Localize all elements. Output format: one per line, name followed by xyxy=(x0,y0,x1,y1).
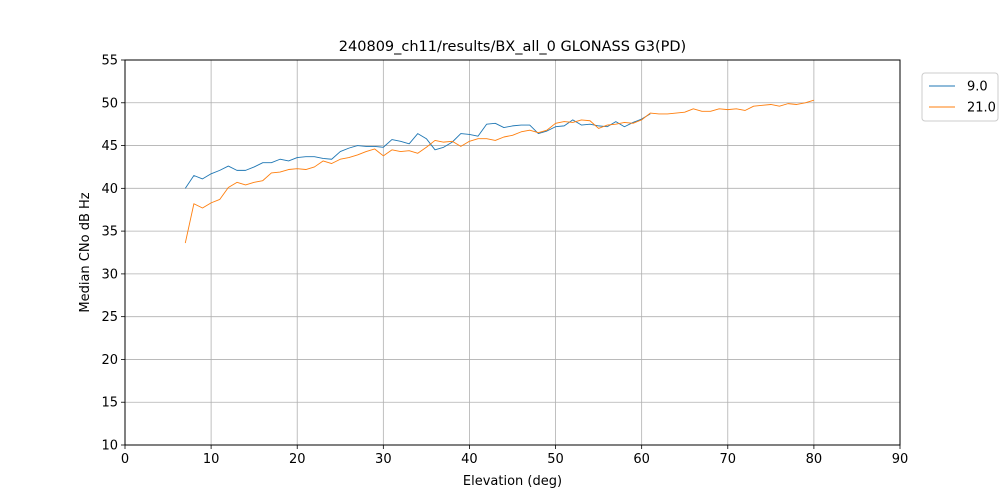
x-tick-label: 60 xyxy=(633,452,650,467)
y-tick-label: 10 xyxy=(101,439,118,454)
series-line-1 xyxy=(184,113,651,189)
x-axis-label: Elevation (deg) xyxy=(463,474,562,489)
series-lines xyxy=(184,99,815,244)
y-tick-label: 50 xyxy=(101,96,118,111)
y-tick-label: 20 xyxy=(101,353,118,368)
legend: 9.0 21.0 xyxy=(921,72,999,122)
chart-title: 240809_ch11/results/BX_all_0 GLONASS G3(… xyxy=(339,39,686,55)
legend-label-1: 9.0 xyxy=(967,80,988,95)
plot-area-frame xyxy=(124,59,901,446)
x-tick-label: 70 xyxy=(720,452,737,467)
x-tick-label: 0 xyxy=(121,452,129,467)
x-tick-label: 20 xyxy=(289,452,306,467)
y-tick-label: 40 xyxy=(101,182,118,197)
y-tick-label: 30 xyxy=(101,267,118,282)
x-tick-label: 10 xyxy=(203,452,220,467)
x-tick-label: 80 xyxy=(806,452,823,467)
x-tick-label: 90 xyxy=(892,452,909,467)
y-tick-label: 15 xyxy=(101,396,118,411)
y-axis-label: Median CNo dB Hz xyxy=(78,192,93,312)
y-tick-label: 35 xyxy=(101,225,118,240)
y-tick-label: 55 xyxy=(101,54,118,69)
y-tick-label: 25 xyxy=(101,310,118,325)
legend-label-2: 21.0 xyxy=(967,101,996,116)
legend-box xyxy=(921,72,999,122)
x-tick-label: 40 xyxy=(461,452,478,467)
x-tick-label: 30 xyxy=(375,452,392,467)
series-line-2 xyxy=(184,99,815,244)
x-tick-label: 50 xyxy=(547,452,564,467)
y-tick-label: 45 xyxy=(101,139,118,154)
